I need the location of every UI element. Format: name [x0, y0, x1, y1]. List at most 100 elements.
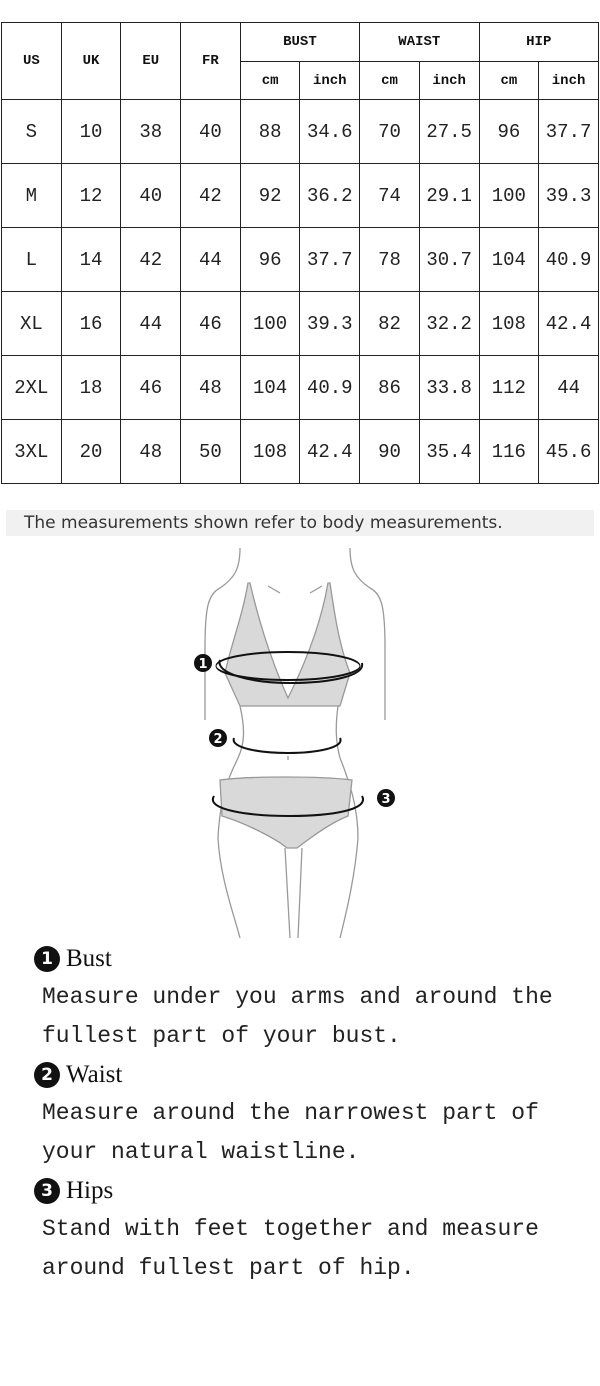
table-cell: 40 — [180, 99, 241, 164]
table-cell: 104 — [478, 227, 540, 292]
table-cell: 40 — [120, 163, 182, 228]
table-cell: 38 — [120, 99, 182, 164]
table-cell: 100 — [239, 291, 301, 356]
instruction-title: Hips — [66, 1177, 114, 1204]
table-cell: 92 — [239, 163, 301, 228]
table-cell: 50 — [180, 419, 241, 484]
instruction-hips: 3 Hips Stand with feet together and measu… — [34, 1172, 594, 1288]
header-bust-inch: inch — [299, 61, 361, 100]
table-cell: 42.4 — [538, 291, 599, 356]
table-cell: 42 — [120, 227, 182, 292]
table-cell: 74 — [359, 163, 420, 228]
table-cell: 32.2 — [418, 291, 480, 356]
table-cell: 100 — [478, 163, 540, 228]
table-cell: 20 — [60, 419, 122, 484]
number-3-icon: 3 — [34, 1178, 60, 1204]
table-cell: 82 — [359, 291, 420, 356]
table-cell: 18 — [60, 355, 122, 420]
marker-2-label: 2 — [213, 732, 222, 747]
table-row: 3XL 20 48 50 108 42.4 90 35.4 116 45.6 — [1, 419, 599, 484]
header-waist: WAIST — [359, 22, 480, 62]
header-hip-inch: inch — [538, 61, 599, 100]
table-cell: 46 — [180, 291, 241, 356]
marker-2-icon — [209, 729, 227, 747]
table-cell: 70 — [359, 99, 420, 164]
header-fr: FR — [180, 22, 241, 100]
table-row: M 12 40 42 92 36.2 74 29.1 100 39.3 — [1, 163, 599, 228]
table-cell: S — [1, 99, 62, 164]
table-cell: 96 — [478, 99, 540, 164]
table-cell: 39.3 — [299, 291, 361, 356]
body-outline-illustration: 1 2 3 — [194, 547, 395, 939]
table-cell: 42.4 — [299, 419, 361, 484]
instruction-line: Stand with feet together and measure — [42, 1216, 539, 1242]
instruction-line: Measure around the narrowest part of — [42, 1100, 539, 1126]
instruction-line: your natural waistline. — [42, 1139, 360, 1165]
table-cell: 78 — [359, 227, 420, 292]
table-cell: 29.1 — [418, 163, 480, 228]
table-cell: 37.7 — [299, 227, 361, 292]
header-bust: BUST — [239, 22, 361, 62]
table-cell: 35.4 — [418, 419, 480, 484]
marker-3-icon — [377, 789, 395, 807]
table-cell: 12 — [60, 163, 122, 228]
header-us: US — [1, 22, 62, 100]
table-cell: 108 — [239, 419, 301, 484]
table-cell: 2XL — [1, 355, 62, 420]
table-cell: 3XL — [1, 419, 62, 484]
table-cell: 33.8 — [418, 355, 480, 420]
table-cell: 39.3 — [538, 163, 599, 228]
table-cell: 116 — [478, 419, 540, 484]
table-cell: 44 — [538, 355, 599, 420]
table-cell: 37.7 — [538, 99, 599, 164]
number-1-icon: 1 — [34, 946, 60, 972]
table-row: 2XL 18 46 48 104 40.9 86 33.8 112 44 — [1, 355, 599, 420]
table-cell: 40.9 — [538, 227, 599, 292]
marker-1-icon — [194, 654, 212, 672]
instruction-bust: 1 Bust Measure under you arms and around … — [34, 940, 594, 1056]
table-row: S 10 38 40 88 34.6 70 27.5 96 37.7 — [1, 99, 599, 164]
body-measurement-figure: 1 2 3 — [190, 547, 410, 948]
header-eu: EU — [120, 22, 182, 100]
instruction-title: Waist — [66, 1061, 123, 1088]
measurement-note: The measurements shown refer to body mea… — [6, 510, 594, 536]
header-hip: HIP — [478, 22, 599, 62]
table-cell: 42 — [180, 163, 241, 228]
number-2-icon: 2 — [34, 1062, 60, 1088]
instruction-waist: 2 Waist Measure around the narrowest part… — [34, 1056, 594, 1172]
table-cell: 45.6 — [538, 419, 599, 484]
header-waist-inch: inch — [418, 61, 480, 100]
header-hip-cm: cm — [478, 61, 540, 100]
marker-3-label: 3 — [381, 792, 390, 807]
table-cell: 96 — [239, 227, 301, 292]
table-cell: 30.7 — [418, 227, 480, 292]
table-row: XL 16 44 46 100 39.3 82 32.2 108 42.4 — [1, 291, 599, 356]
table-cell: 46 — [120, 355, 182, 420]
measurement-instructions: 1 Bust Measure under you arms and around … — [34, 940, 594, 1288]
table-cell: 36.2 — [299, 163, 361, 228]
size-chart-table: US UK EU FR BUST WAIST HIP cm inch cm in… — [1, 22, 599, 484]
instruction-line: around fullest part of hip. — [42, 1255, 415, 1281]
table-cell: M — [1, 163, 62, 228]
marker-1-label: 1 — [198, 657, 207, 672]
table-cell: 90 — [359, 419, 420, 484]
table-cell: 27.5 — [418, 99, 480, 164]
table-cell: 48 — [180, 355, 241, 420]
table-cell: XL — [1, 291, 62, 356]
table-cell: 14 — [60, 227, 122, 292]
table-cell: 104 — [239, 355, 301, 420]
table-cell: 48 — [120, 419, 182, 484]
header-waist-cm: cm — [359, 61, 420, 100]
table-row: L 14 42 44 96 37.7 78 30.7 104 40.9 — [1, 227, 599, 292]
table-cell: 86 — [359, 355, 420, 420]
instruction-title: Bust — [66, 945, 112, 972]
table-cell: 108 — [478, 291, 540, 356]
table-cell: 112 — [478, 355, 540, 420]
table-cell: 88 — [239, 99, 301, 164]
instruction-line: Measure under you arms and around the — [42, 984, 553, 1010]
header-bust-cm: cm — [239, 61, 301, 100]
header-uk: UK — [60, 22, 122, 100]
table-cell: 40.9 — [299, 355, 361, 420]
table-cell: 44 — [120, 291, 182, 356]
instruction-line: fullest part of your bust. — [42, 1023, 401, 1049]
